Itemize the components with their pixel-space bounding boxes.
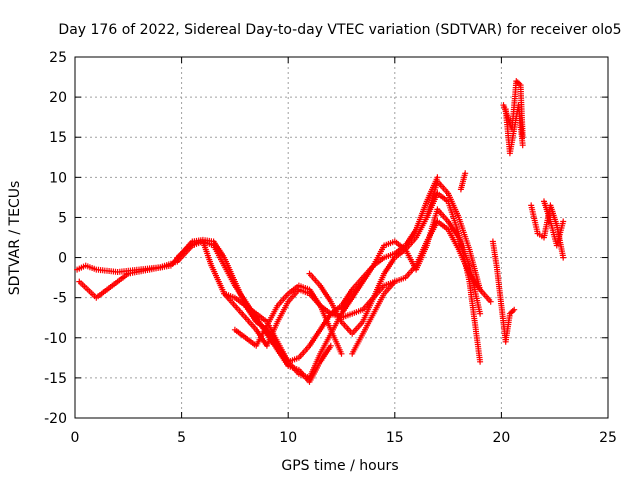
y-tick-label: -10	[44, 331, 67, 347]
x-tick-label: 5	[177, 430, 186, 446]
y-tick-label: -5	[53, 291, 67, 307]
series-track-9	[423, 190, 484, 365]
chart-title: Day 176 of 2022, Sidereal Day-to-day VTE…	[58, 22, 621, 38]
x-tick-label: 0	[71, 430, 80, 446]
series-track-1	[74, 238, 334, 385]
y-tick-label: 0	[58, 251, 67, 267]
x-tick-label: 10	[279, 430, 297, 446]
x-tick-label: 15	[386, 430, 404, 446]
series-track-3	[174, 238, 356, 381]
y-tick-label: 15	[49, 130, 67, 146]
series-track-11	[489, 238, 518, 345]
y-tick-label: 25	[49, 50, 67, 66]
series-track-15	[541, 198, 567, 249]
data-point-markers	[306, 178, 484, 337]
data-point-markers	[541, 198, 567, 249]
data-point-markers	[174, 238, 356, 381]
axis-ticks: 0 5 10 15 20 25 -20 -15 -10 -5 0 5 10 15 20 25	[44, 50, 617, 446]
data-point-markers	[231, 282, 345, 357]
y-tick-label: 10	[49, 170, 67, 186]
x-axis-label: GPS time / hours	[281, 458, 398, 474]
series-track-10	[457, 170, 469, 193]
y-tick-label: -15	[44, 371, 67, 387]
grid	[75, 57, 608, 418]
series-track-5	[231, 282, 345, 357]
data-point-markers	[74, 238, 334, 385]
y-tick-label: 5	[58, 210, 67, 226]
plot-frame	[74, 56, 609, 419]
y-tick-label: -20	[44, 411, 67, 427]
data-point-markers	[489, 238, 518, 345]
data-point-markers	[502, 102, 526, 157]
series-track-6	[306, 178, 484, 337]
y-tick-label: 20	[49, 90, 67, 106]
x-tick-label: 25	[599, 430, 617, 446]
data-point-markers	[423, 190, 484, 365]
series-track-13	[502, 102, 526, 157]
data-point-markers	[457, 170, 469, 193]
data-marks	[74, 78, 567, 385]
x-tick-label: 20	[492, 430, 510, 446]
y-axis-label: SDTVAR / TECUs	[7, 181, 23, 296]
